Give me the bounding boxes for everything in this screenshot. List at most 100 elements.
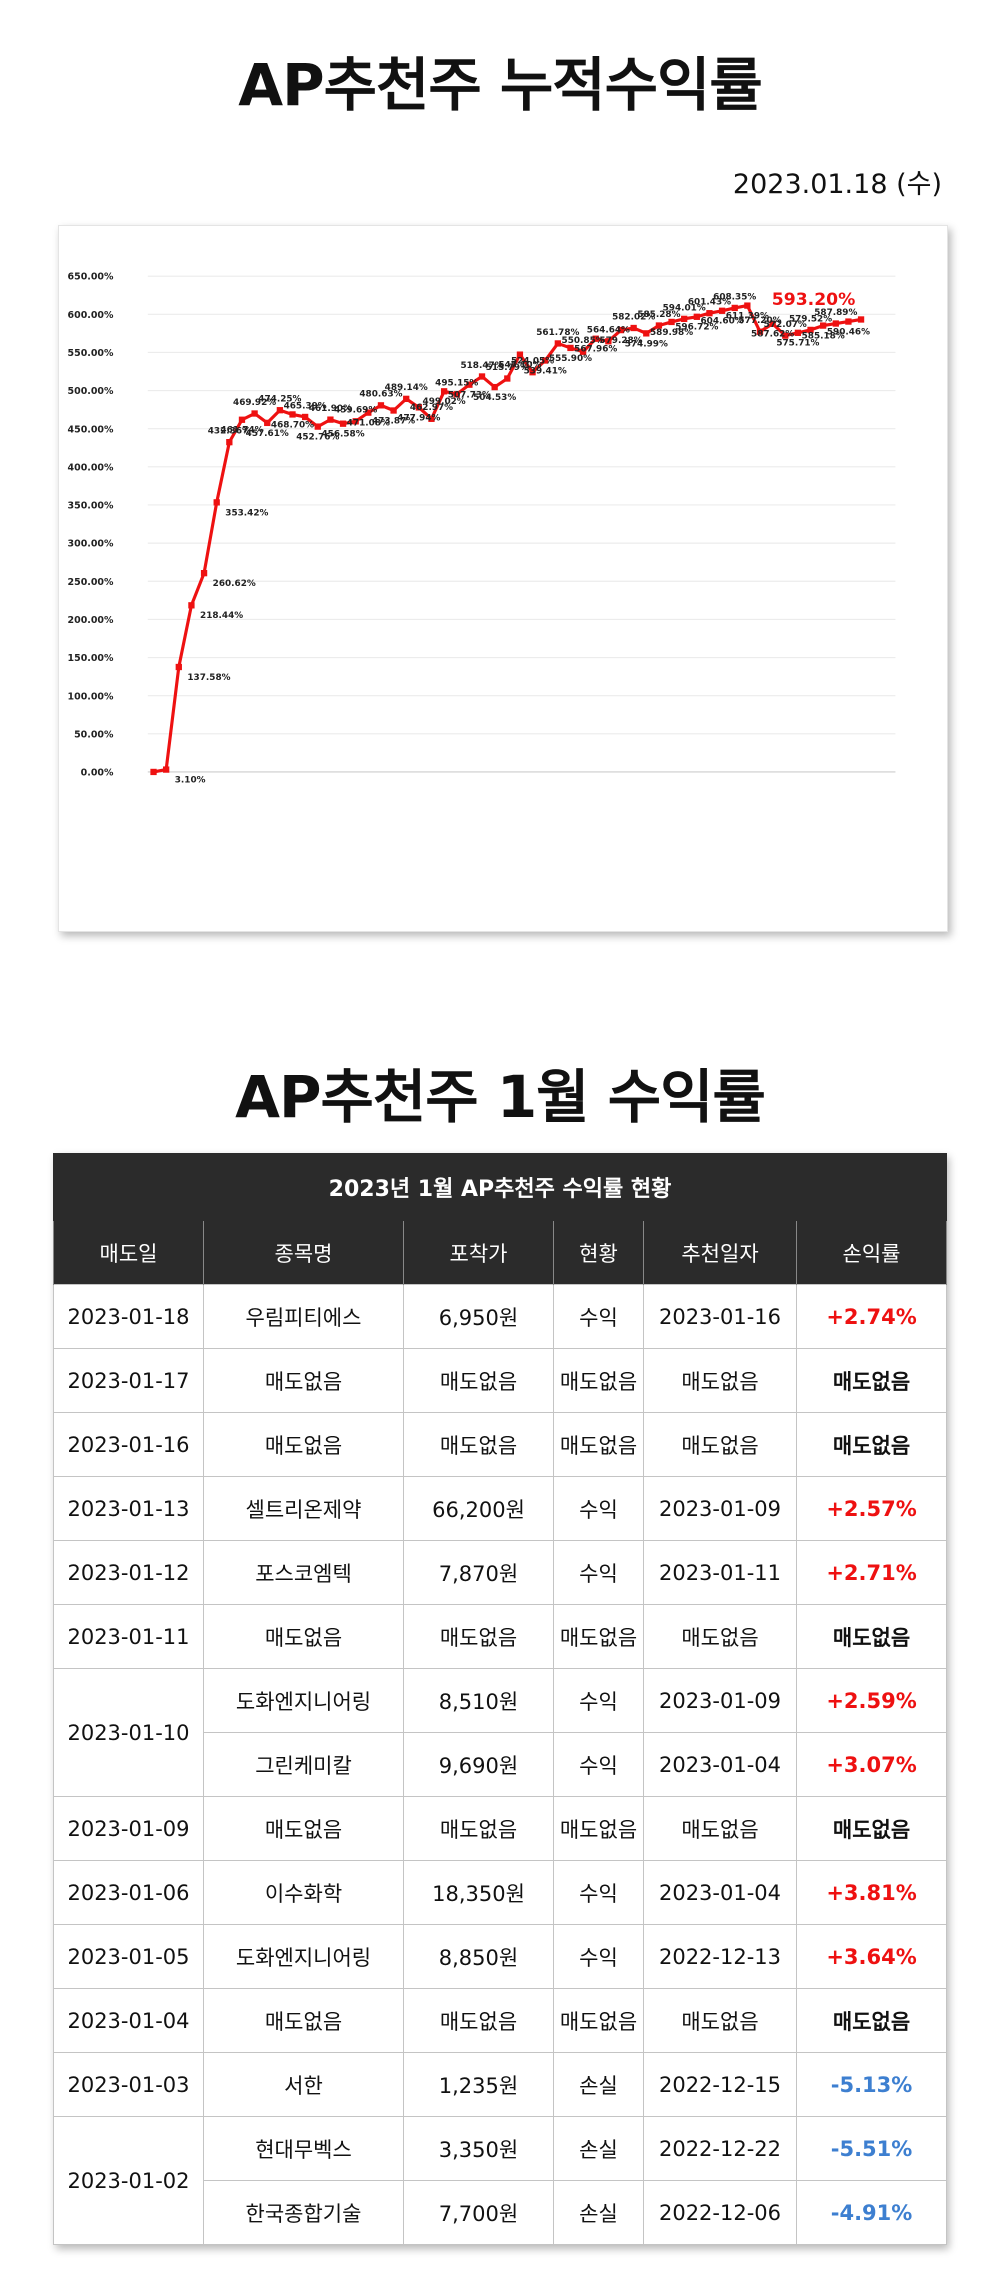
stock-name-cell: 서한 xyxy=(203,2052,404,2117)
column-header-return-rate: 손익률 xyxy=(795,1220,948,1285)
data-point xyxy=(744,302,751,309)
status-cell: 손실 xyxy=(553,2052,644,2117)
status-cell: 수익 xyxy=(553,1284,644,1349)
table-row: 그린케미칼 9,690원 수익 2023-01-04 +3.07% xyxy=(54,1732,948,1797)
table-row: 2023-01-02 현대무벡스 3,350원 손실 2022-12-22 -5.51% xyxy=(53,2116,948,2245)
data-label: 462.97% xyxy=(410,403,453,413)
table-row: 2023-01-16 매도없음 매도없음 매도없음 매도없음 매도없음 xyxy=(53,1412,948,1477)
data-point xyxy=(428,415,435,422)
capture-price-cell: 매도없음 xyxy=(403,1796,554,1861)
cumulative-return-chart: 0.00% 50.00% 100.00% 150.00% 200.00% 250.00% 3… xyxy=(58,225,948,932)
data-label: 499.02% xyxy=(423,397,466,407)
data-point xyxy=(655,322,663,329)
data-point xyxy=(200,570,208,577)
y-tick-label: 550.00% xyxy=(68,348,114,359)
report-date: 2023.01.18 (수) xyxy=(732,169,942,200)
return-rate-cell: -5.13% xyxy=(795,2052,948,2117)
recommend-date-cell: 매도없음 xyxy=(643,1604,797,1669)
data-point xyxy=(706,310,713,317)
data-point xyxy=(213,499,220,506)
return-rate-cell: -4.91% xyxy=(795,2180,948,2245)
data-label: 480.63% xyxy=(359,390,402,400)
recommend-date-cell: 2023-01-09 xyxy=(643,1668,797,1733)
data-label: 504.53% xyxy=(473,393,516,403)
sale-date-cell: 2023-01-13 xyxy=(53,1476,204,1541)
data-point xyxy=(150,768,157,776)
data-point xyxy=(314,423,321,430)
sale-date-cell: 2023-01-02 xyxy=(53,2116,204,2245)
return-rate-cell: +2.74% xyxy=(795,1284,948,1349)
return-rate-cell: 매도없음 xyxy=(795,1348,948,1413)
stock-name-cell: 도화엔지니어링 xyxy=(203,1668,404,1733)
table-row: 2023-01-05 도화엔지니어링 8,850원 수익 2022-12-13 +3.64… xyxy=(53,1924,948,1989)
stock-name-cell: 매도없음 xyxy=(203,1604,404,1669)
capture-price-cell: 1,235원 xyxy=(403,2052,554,2117)
data-point xyxy=(491,383,498,391)
y-tick-label: 150.00% xyxy=(68,653,114,664)
sale-date-cell: 2023-01-03 xyxy=(53,2052,204,2117)
recommend-date-cell: 2022-12-13 xyxy=(643,1924,797,1989)
data-label: 353.42% xyxy=(225,508,268,518)
stock-name-cell: 매도없음 xyxy=(203,1412,404,1477)
data-label: 539.41% xyxy=(524,366,567,376)
data-point xyxy=(352,418,359,425)
data-label: 564.64% xyxy=(587,326,630,336)
data-label: 474.25% xyxy=(258,395,301,405)
table-row: 2023-01-11 매도없음 매도없음 매도없음 매도없음 매도없음 xyxy=(53,1604,948,1669)
data-label: 524.05% xyxy=(511,357,554,367)
data-point xyxy=(567,344,574,352)
data-point xyxy=(466,381,473,388)
chart-svg: 0.00% 50.00% 100.00% 150.00% 200.00% 250.00% 3… xyxy=(68,272,896,785)
data-label: 461.74% xyxy=(220,426,263,436)
data-label: 468.70% xyxy=(271,420,314,430)
data-label: 601.43% xyxy=(688,298,731,308)
data-label: 473.87% xyxy=(372,416,415,426)
data-label: 459.69% xyxy=(334,406,377,416)
recommend-date-cell: 2023-01-16 xyxy=(643,1284,797,1349)
data-label: 218.44% xyxy=(200,611,243,621)
returns-table: 2023년 1월 AP추천주 수익률 현황 매도일 종목명 포착가 현황 추천일자 손익률… xyxy=(52,1153,948,2245)
data-label: 585.18% xyxy=(802,331,845,341)
y-tick-label: 650.00% xyxy=(68,272,114,283)
data-point xyxy=(453,391,460,398)
data-point xyxy=(264,419,271,427)
data-label: 260.62% xyxy=(213,579,256,589)
status-cell: 손실 xyxy=(553,2180,644,2245)
stock-name-cell: 이수화학 xyxy=(203,1860,404,1925)
y-tick-label: 400.00% xyxy=(68,462,114,473)
capture-price-cell: 8,510원 xyxy=(403,1668,554,1733)
status-cell: 매도없음 xyxy=(553,1412,644,1477)
recommend-date-cell: 매도없음 xyxy=(643,1796,797,1861)
return-rate-cell: 매도없음 xyxy=(795,1988,948,2053)
stock-name-cell: 셀트리온제약 xyxy=(203,1476,404,1541)
status-cell: 수익 xyxy=(553,1668,644,1733)
sale-date-cell: 2023-01-18 xyxy=(53,1284,204,1349)
return-rate-cell: 매도없음 xyxy=(795,1604,948,1669)
sale-date-cell: 2023-01-12 xyxy=(53,1540,204,1605)
y-tick-label: 350.00% xyxy=(68,501,114,512)
data-point xyxy=(643,330,650,337)
status-cell: 매도없음 xyxy=(553,1988,644,2053)
capture-price-cell: 9,690원 xyxy=(403,1732,554,1797)
stock-name-cell: 우림피티에스 xyxy=(203,1284,404,1349)
data-point xyxy=(478,373,486,380)
status-cell: 수익 xyxy=(553,1540,644,1605)
status-cell: 손실 xyxy=(553,2116,644,2181)
status-cell: 매도없음 xyxy=(553,1796,644,1861)
sale-date-cell: 2023-01-10 xyxy=(53,1668,204,1797)
data-label: 596.72% xyxy=(675,323,718,333)
data-label: 457.61% xyxy=(246,429,289,439)
data-label: 579.52% xyxy=(789,314,832,324)
data-point xyxy=(339,420,347,427)
capture-price-cell: 매도없음 xyxy=(403,1604,554,1669)
sale-date-cell: 2023-01-16 xyxy=(53,1412,204,1477)
data-point xyxy=(390,407,397,414)
data-point xyxy=(592,335,599,342)
data-label: 587.89% xyxy=(814,308,857,318)
data-label: 461.90% xyxy=(309,404,352,414)
table-row: 한국종합기술 7,700원 손실 2022-12-06 -4.91% xyxy=(54,2180,948,2245)
data-point xyxy=(756,328,764,335)
table-caption: 2023년 1월 AP추천주 수익률 현황 xyxy=(52,1153,948,1221)
data-point xyxy=(782,332,789,339)
recommend-date-cell: 매도없음 xyxy=(643,1988,797,2053)
